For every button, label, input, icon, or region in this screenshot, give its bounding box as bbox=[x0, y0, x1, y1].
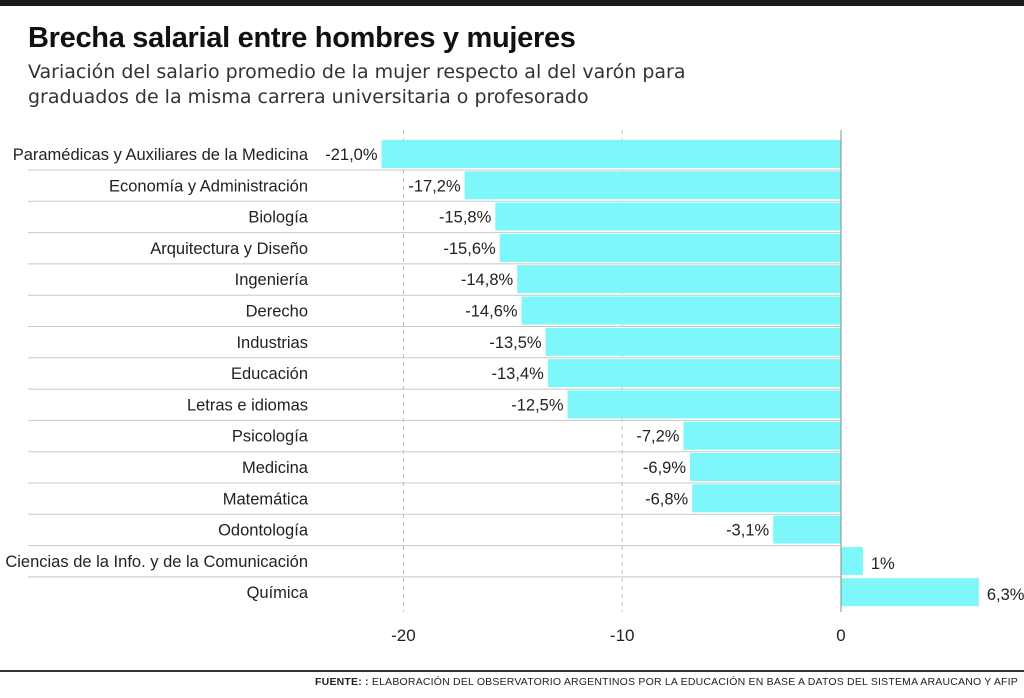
category-label: Medicina bbox=[242, 459, 309, 477]
category-label: Psicología bbox=[232, 428, 309, 446]
bar bbox=[517, 265, 841, 294]
value-label: -15,8% bbox=[439, 209, 492, 227]
value-label: -21,0% bbox=[325, 146, 378, 164]
bar bbox=[773, 515, 841, 544]
value-label: -17,2% bbox=[408, 177, 461, 195]
x-tick-label: -10 bbox=[610, 626, 635, 645]
top-bar bbox=[0, 0, 1024, 6]
category-label: Economía y Administración bbox=[109, 177, 308, 195]
bar bbox=[464, 171, 841, 200]
value-label: 6,3% bbox=[987, 586, 1024, 604]
category-label: Educación bbox=[231, 365, 308, 383]
category-label: Ingeniería bbox=[235, 271, 309, 289]
bar bbox=[841, 578, 979, 607]
value-label: -6,8% bbox=[645, 490, 688, 508]
value-label: -12,5% bbox=[511, 396, 564, 414]
category-label: Odontología bbox=[218, 522, 309, 540]
footer-rule bbox=[0, 670, 1024, 672]
x-tick-label: -20 bbox=[391, 626, 416, 645]
value-label: 1% bbox=[871, 555, 895, 573]
chart-subtitle: Variación del salario promedio de la muj… bbox=[28, 61, 686, 108]
bar-chart: Paramédicas y Auxiliares de la Medicina -… bbox=[5, 130, 1024, 645]
value-label: -3,1% bbox=[726, 522, 769, 540]
value-label: -6,9% bbox=[643, 459, 686, 477]
bar bbox=[567, 390, 841, 419]
category-label: Industrias bbox=[236, 334, 308, 352]
bar bbox=[841, 546, 863, 575]
bar bbox=[499, 233, 841, 262]
category-label: Derecho bbox=[246, 303, 308, 321]
value-label: -14,8% bbox=[461, 271, 514, 289]
source-label: FUENTE: : bbox=[315, 676, 369, 688]
chart-title: Brecha salarial entre hombres y mujeres bbox=[28, 22, 576, 54]
bar bbox=[690, 453, 841, 481]
category-label: Paramédicas y Auxiliares de la Medicina bbox=[13, 146, 309, 164]
value-label: -7,2% bbox=[636, 428, 679, 446]
source-note: FUENTE: : ELABORACIÓN DEL OBSERVATORIO A… bbox=[315, 676, 1018, 688]
bar bbox=[545, 327, 841, 356]
source-text: ELABORACIÓN DEL OBSERVATORIO ARGENTINOS … bbox=[371, 676, 1018, 688]
bar bbox=[683, 421, 841, 450]
category-label: Matemática bbox=[223, 490, 309, 508]
x-tick-label: 0 bbox=[836, 626, 845, 645]
value-label: -13,5% bbox=[489, 334, 542, 352]
value-label: -15,6% bbox=[443, 240, 496, 258]
category-label: Letras e idiomas bbox=[187, 396, 308, 414]
bar bbox=[381, 140, 841, 168]
value-label: -14,6% bbox=[465, 303, 518, 321]
bar bbox=[521, 296, 841, 325]
bar bbox=[495, 202, 841, 231]
category-label: Química bbox=[247, 584, 309, 602]
value-label: -13,4% bbox=[492, 365, 545, 383]
category-label: Arquitectura y Diseño bbox=[150, 240, 308, 258]
category-label: Ciencias de la Info. y de la Comunicació… bbox=[5, 553, 308, 571]
bar bbox=[692, 484, 841, 513]
category-label: Biología bbox=[248, 209, 308, 227]
bar bbox=[547, 359, 841, 388]
